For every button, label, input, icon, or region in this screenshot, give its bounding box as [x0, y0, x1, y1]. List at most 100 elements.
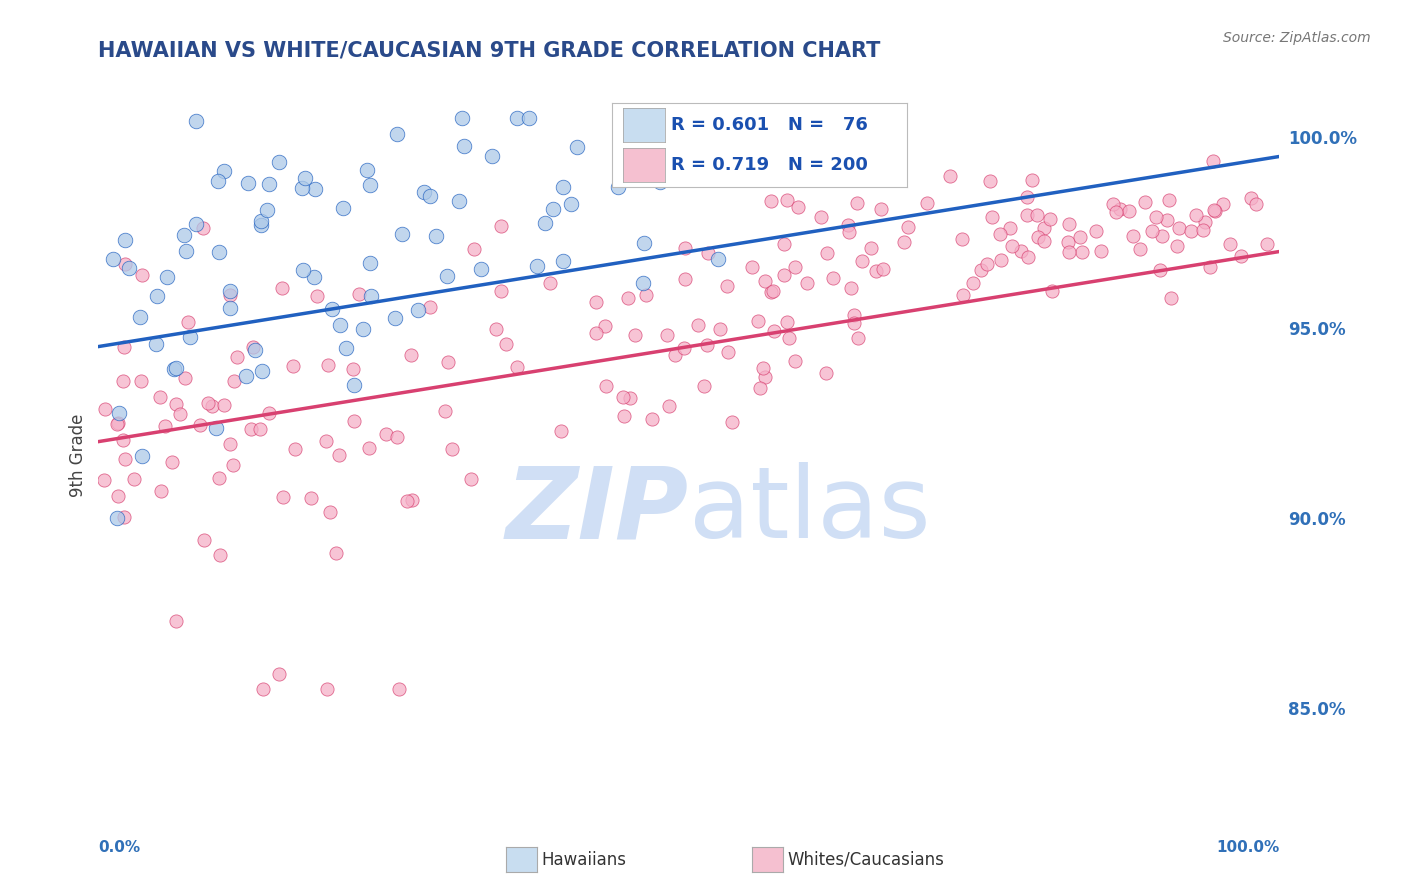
- Point: [673, 241, 696, 255]
- Point: [419, 189, 441, 203]
- Point: [489, 219, 512, 234]
- Point: [541, 202, 564, 216]
- Point: [1017, 208, 1039, 222]
- Point: [105, 510, 128, 524]
- Point: [593, 319, 616, 334]
- Point: [838, 225, 860, 239]
- Point: [1144, 211, 1167, 225]
- Point: [869, 202, 891, 217]
- Point: [1105, 204, 1128, 219]
- Point: [1180, 224, 1202, 238]
- Point: [114, 452, 136, 467]
- Point: [841, 281, 863, 295]
- Point: [270, 281, 292, 295]
- Point: [165, 397, 187, 411]
- Point: [686, 318, 709, 332]
- Point: [222, 458, 245, 472]
- Point: [149, 483, 172, 498]
- Point: [623, 327, 645, 342]
- Point: [299, 491, 322, 505]
- Point: [865, 263, 887, 277]
- Point: [1160, 292, 1182, 306]
- Point: [191, 220, 214, 235]
- Point: [101, 252, 124, 266]
- Point: [343, 414, 366, 428]
- Point: [437, 355, 460, 369]
- Point: [124, 472, 146, 486]
- Point: [534, 216, 557, 230]
- Point: [112, 340, 135, 354]
- Point: [1212, 197, 1234, 211]
- Point: [463, 242, 485, 256]
- Point: [294, 171, 316, 186]
- Point: [304, 182, 326, 196]
- Point: [778, 331, 800, 345]
- Point: [821, 271, 844, 285]
- Point: [388, 681, 411, 696]
- Point: [1000, 239, 1022, 253]
- Point: [707, 252, 730, 267]
- Point: [1192, 223, 1215, 237]
- Point: [406, 302, 429, 317]
- Point: [179, 330, 201, 344]
- Text: Hawaiians: Hawaiians: [541, 851, 626, 869]
- Point: [321, 301, 343, 316]
- Point: [396, 493, 419, 508]
- Point: [969, 263, 991, 277]
- Point: [440, 442, 463, 457]
- Point: [613, 168, 636, 182]
- Point: [553, 254, 575, 268]
- Point: [166, 614, 188, 628]
- Point: [962, 276, 984, 290]
- Point: [329, 318, 352, 332]
- Point: [332, 201, 354, 215]
- Point: [107, 489, 129, 503]
- Point: [174, 244, 197, 258]
- Point: [193, 533, 215, 547]
- Point: [436, 268, 458, 283]
- Point: [980, 211, 1002, 225]
- Point: [470, 261, 492, 276]
- Point: [1021, 173, 1043, 187]
- Point: [209, 548, 232, 562]
- Point: [174, 371, 197, 385]
- Point: [776, 193, 799, 207]
- Point: [950, 232, 973, 246]
- Point: [837, 218, 859, 232]
- Point: [94, 401, 117, 416]
- Point: [697, 245, 720, 260]
- Point: [585, 295, 607, 310]
- Point: [1256, 237, 1278, 252]
- Point: [114, 256, 136, 270]
- Point: [717, 344, 740, 359]
- Point: [783, 354, 806, 368]
- Point: [776, 315, 799, 329]
- Point: [267, 666, 290, 681]
- Point: [1230, 249, 1253, 263]
- Point: [658, 399, 681, 413]
- Point: [846, 196, 869, 211]
- Point: [565, 140, 588, 154]
- Text: HAWAIIAN VS WHITE/CAUCASIAN 9TH GRADE CORRELATION CHART: HAWAIIAN VS WHITE/CAUCASIAN 9TH GRADE CO…: [98, 40, 880, 60]
- Point: [319, 505, 342, 519]
- Point: [156, 270, 179, 285]
- Point: [335, 341, 357, 355]
- Point: [1015, 189, 1038, 203]
- Point: [506, 359, 529, 374]
- Text: atlas: atlas: [689, 462, 931, 559]
- Point: [197, 395, 219, 409]
- Point: [360, 289, 382, 303]
- Point: [359, 441, 381, 455]
- Point: [762, 284, 785, 298]
- Point: [1057, 217, 1080, 231]
- Point: [815, 246, 838, 260]
- Point: [218, 285, 240, 299]
- Point: [146, 289, 169, 303]
- Point: [391, 227, 413, 241]
- Point: [754, 370, 776, 384]
- Point: [550, 424, 572, 438]
- Point: [693, 379, 716, 393]
- Point: [606, 180, 628, 194]
- Point: [250, 214, 273, 228]
- Point: [553, 179, 575, 194]
